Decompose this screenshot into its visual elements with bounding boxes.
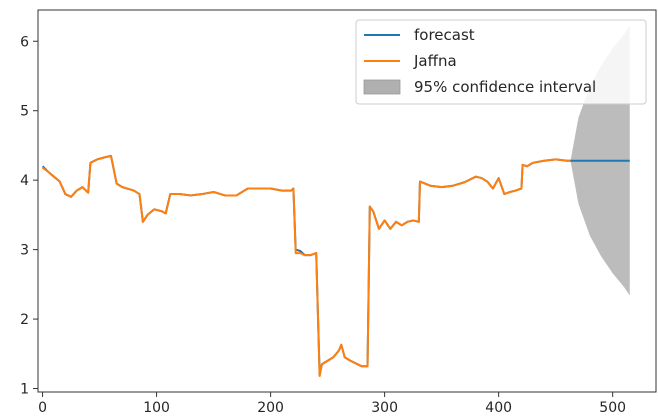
y-tick-label: 5: [20, 104, 29, 120]
y-axis: 1 2 3 4 5 6: [20, 34, 38, 398]
y-tick-label: 3: [20, 243, 29, 259]
x-tick-label: 500: [599, 400, 626, 416]
legend-box: [355, 19, 647, 105]
legend-label: forecast: [414, 26, 475, 44]
x-tick-label: 200: [257, 400, 284, 416]
series-layer: [41, 154, 630, 378]
y-tick-label: 6: [20, 34, 29, 50]
x-tick-label: 100: [143, 400, 170, 416]
x-tick-label: 0: [38, 400, 47, 416]
plot-frame: [37, 9, 657, 393]
legend: forecast Jaffna 95% confidence interval: [355, 19, 647, 105]
x-tick-label: 400: [485, 400, 512, 416]
y-tick-label: 2: [20, 312, 29, 328]
legend-swatch-confidence-interval: [363, 79, 401, 95]
x-tick-label: 300: [371, 400, 398, 416]
x-axis: 0 100 200 300 400 500: [38, 392, 626, 416]
y-tick-label: 1: [20, 382, 29, 398]
y-tick-label: 4: [20, 173, 29, 189]
series-line-jaffna: [41, 154, 571, 378]
legend-label: Jaffna: [413, 52, 457, 70]
legend-label: 95% confidence interval: [414, 78, 596, 96]
